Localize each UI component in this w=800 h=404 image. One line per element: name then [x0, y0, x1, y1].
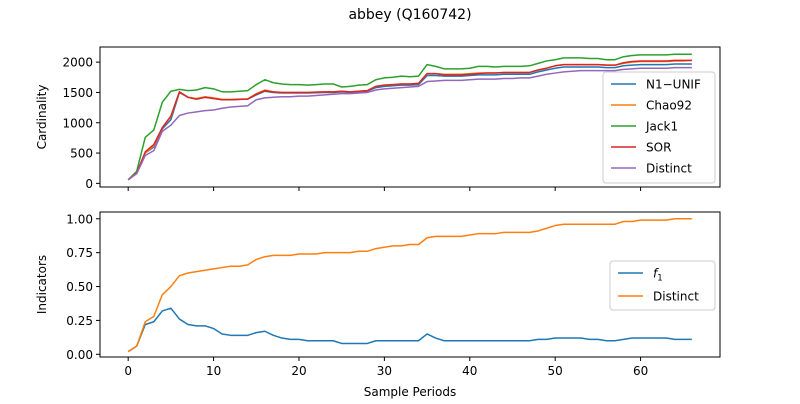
x-tick-label: 10 [206, 364, 221, 378]
y-tick-label: 0.50 [66, 280, 93, 294]
x-tick-label: 30 [377, 364, 392, 378]
x-tick-label: 60 [633, 364, 648, 378]
x-tick-label: 0 [124, 364, 132, 378]
legend-label: N1−UNIF [646, 78, 701, 92]
cardinality-panel: 0 500 1000 1500 2000 Cardinality N1−UNIF Chao92… [35, 46, 721, 191]
x-tick-label: 20 [291, 364, 306, 378]
x-tick-label: 50 [548, 364, 563, 378]
x-axis-label: Sample Periods [364, 385, 456, 399]
series-line-distinct [127, 66, 692, 181]
series-line-sor [127, 59, 692, 181]
y-tick-label: 1500 [62, 86, 93, 100]
series-line-jack1 [127, 53, 692, 181]
series-line-f-1 [127, 307, 692, 353]
legend-label: Chao92 [646, 99, 692, 113]
y-tick-label: 1.00 [66, 212, 93, 226]
legend-box [602, 71, 716, 184]
y-tick-label: 0 [85, 177, 93, 191]
legend-label: Jack1 [645, 120, 678, 134]
indicators-panel: 0.00 0.25 0.50 0.75 1.00 0 10 20 30 40 50 60 Indicat… [35, 211, 721, 399]
y-axis-label: Indicators [35, 255, 49, 314]
series-line-distinct [127, 218, 692, 353]
legend: f1 Distinct [609, 260, 716, 311]
y-tick-label: 500 [70, 147, 93, 161]
figure-title: abbey (Q160742) [348, 7, 471, 23]
legend-label: SOR [646, 141, 671, 155]
y-tick-label: 0.75 [66, 246, 93, 260]
y-tick-label: 0.00 [66, 348, 93, 362]
x-tick-label: 40 [462, 364, 477, 378]
axes-frame [99, 211, 721, 358]
legend-label: f1 [653, 267, 663, 284]
axes-frame [99, 46, 721, 188]
y-tick-label: 1000 [62, 116, 93, 130]
legend-label: Distinct [653, 290, 699, 304]
legend: N1−UNIF Chao92 Jack1 SOR Distinct [602, 71, 716, 184]
legend-label: Distinct [646, 162, 692, 176]
y-tick-label: 0.25 [66, 314, 93, 328]
y-tick-label: 2000 [62, 56, 93, 70]
y-axis-label: Cardinality [35, 85, 49, 150]
